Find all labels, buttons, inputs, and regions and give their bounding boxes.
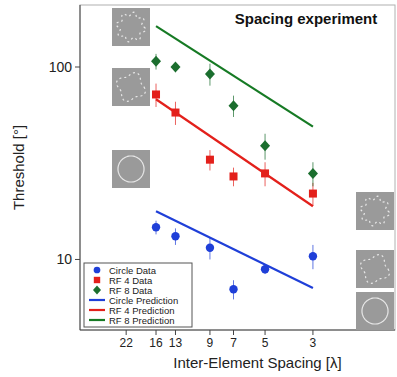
thumbnail-contour	[116, 12, 146, 42]
x-tick	[233, 330, 234, 335]
thumbnail-contour	[361, 255, 390, 284]
x-tick	[126, 330, 127, 335]
x-tick-label: 16	[149, 336, 163, 350]
x-axis-label: Inter-Element Spacing [λ]	[173, 354, 341, 371]
data-point	[206, 156, 214, 164]
data-point	[152, 223, 160, 231]
x-tick	[265, 330, 266, 335]
thumbnail-contour	[118, 156, 144, 182]
y-tick	[75, 67, 80, 68]
thumbnail-bg	[356, 192, 394, 230]
thumbnail-bg	[356, 292, 394, 330]
x-tick-label: 9	[207, 336, 214, 350]
prediction-line	[156, 26, 313, 126]
data-point	[308, 168, 318, 179]
legend-box	[84, 263, 192, 327]
stimulus-thumbnail	[356, 292, 394, 330]
y-tick-label: 10	[56, 251, 72, 267]
legend-swatch	[89, 319, 105, 321]
x-tick-label: 22	[119, 336, 133, 350]
stimulus-thumbnail	[112, 68, 150, 106]
stimulus-thumbnail	[112, 8, 150, 46]
data-point	[309, 252, 317, 260]
x-tick-label: 3	[310, 336, 317, 350]
y-tick	[75, 259, 80, 260]
stimulus-thumbnail	[356, 192, 394, 230]
thumbnail-contour	[117, 73, 146, 102]
x-tick-label: 7	[230, 336, 237, 350]
x-axis-line	[80, 330, 395, 331]
plot-frame	[80, 5, 395, 330]
y-axis-label: Threshold [°]	[10, 125, 27, 210]
legend-swatch	[89, 309, 105, 311]
data-point	[171, 232, 179, 240]
data-point	[152, 90, 160, 98]
legend-label: RF 8 Prediction	[109, 315, 174, 326]
plot-area	[151, 26, 318, 299]
data-point	[206, 244, 214, 252]
x-tick-label: 5	[262, 336, 269, 350]
data-point	[309, 190, 317, 198]
thumbnail-bg	[112, 8, 150, 46]
x-tick	[156, 330, 157, 335]
thumbnail-bg	[112, 150, 150, 188]
x-tick-label: 13	[169, 336, 183, 350]
data-point	[260, 140, 270, 151]
x-tick	[175, 330, 176, 335]
data-point	[229, 285, 237, 293]
prediction-line	[156, 99, 313, 206]
legend-swatch	[94, 277, 100, 283]
legend-swatch	[89, 299, 105, 301]
data-point	[205, 68, 215, 79]
legend: Circle DataRF 4 DataRF 8 DataCircle Pred…	[84, 263, 192, 327]
x-tick	[209, 330, 210, 335]
y-tick-label: 100	[49, 59, 73, 75]
y-axis-line	[80, 5, 81, 330]
stimulus-thumbnail	[356, 250, 394, 288]
legend-swatch	[94, 267, 101, 274]
thumbnail-contour	[360, 196, 390, 226]
data-point	[151, 56, 161, 67]
stimulus-thumbnail	[112, 150, 150, 188]
data-point	[229, 100, 239, 111]
data-point	[230, 172, 238, 180]
thumbnail-contour	[362, 298, 388, 324]
x-tick	[312, 330, 313, 335]
title: Spacing experiment	[235, 10, 378, 27]
thumbnail-bg	[112, 68, 150, 106]
data-point	[170, 62, 180, 73]
thumbnail-bg	[356, 250, 394, 288]
page: {"chart_data": { "type": "scatter", "tit…	[0, 0, 397, 377]
chart: 10 100 22 16 13 9 7 5 3 Inter-Element Spacing [λ]…	[0, 0, 397, 377]
legend-swatch	[93, 286, 101, 295]
